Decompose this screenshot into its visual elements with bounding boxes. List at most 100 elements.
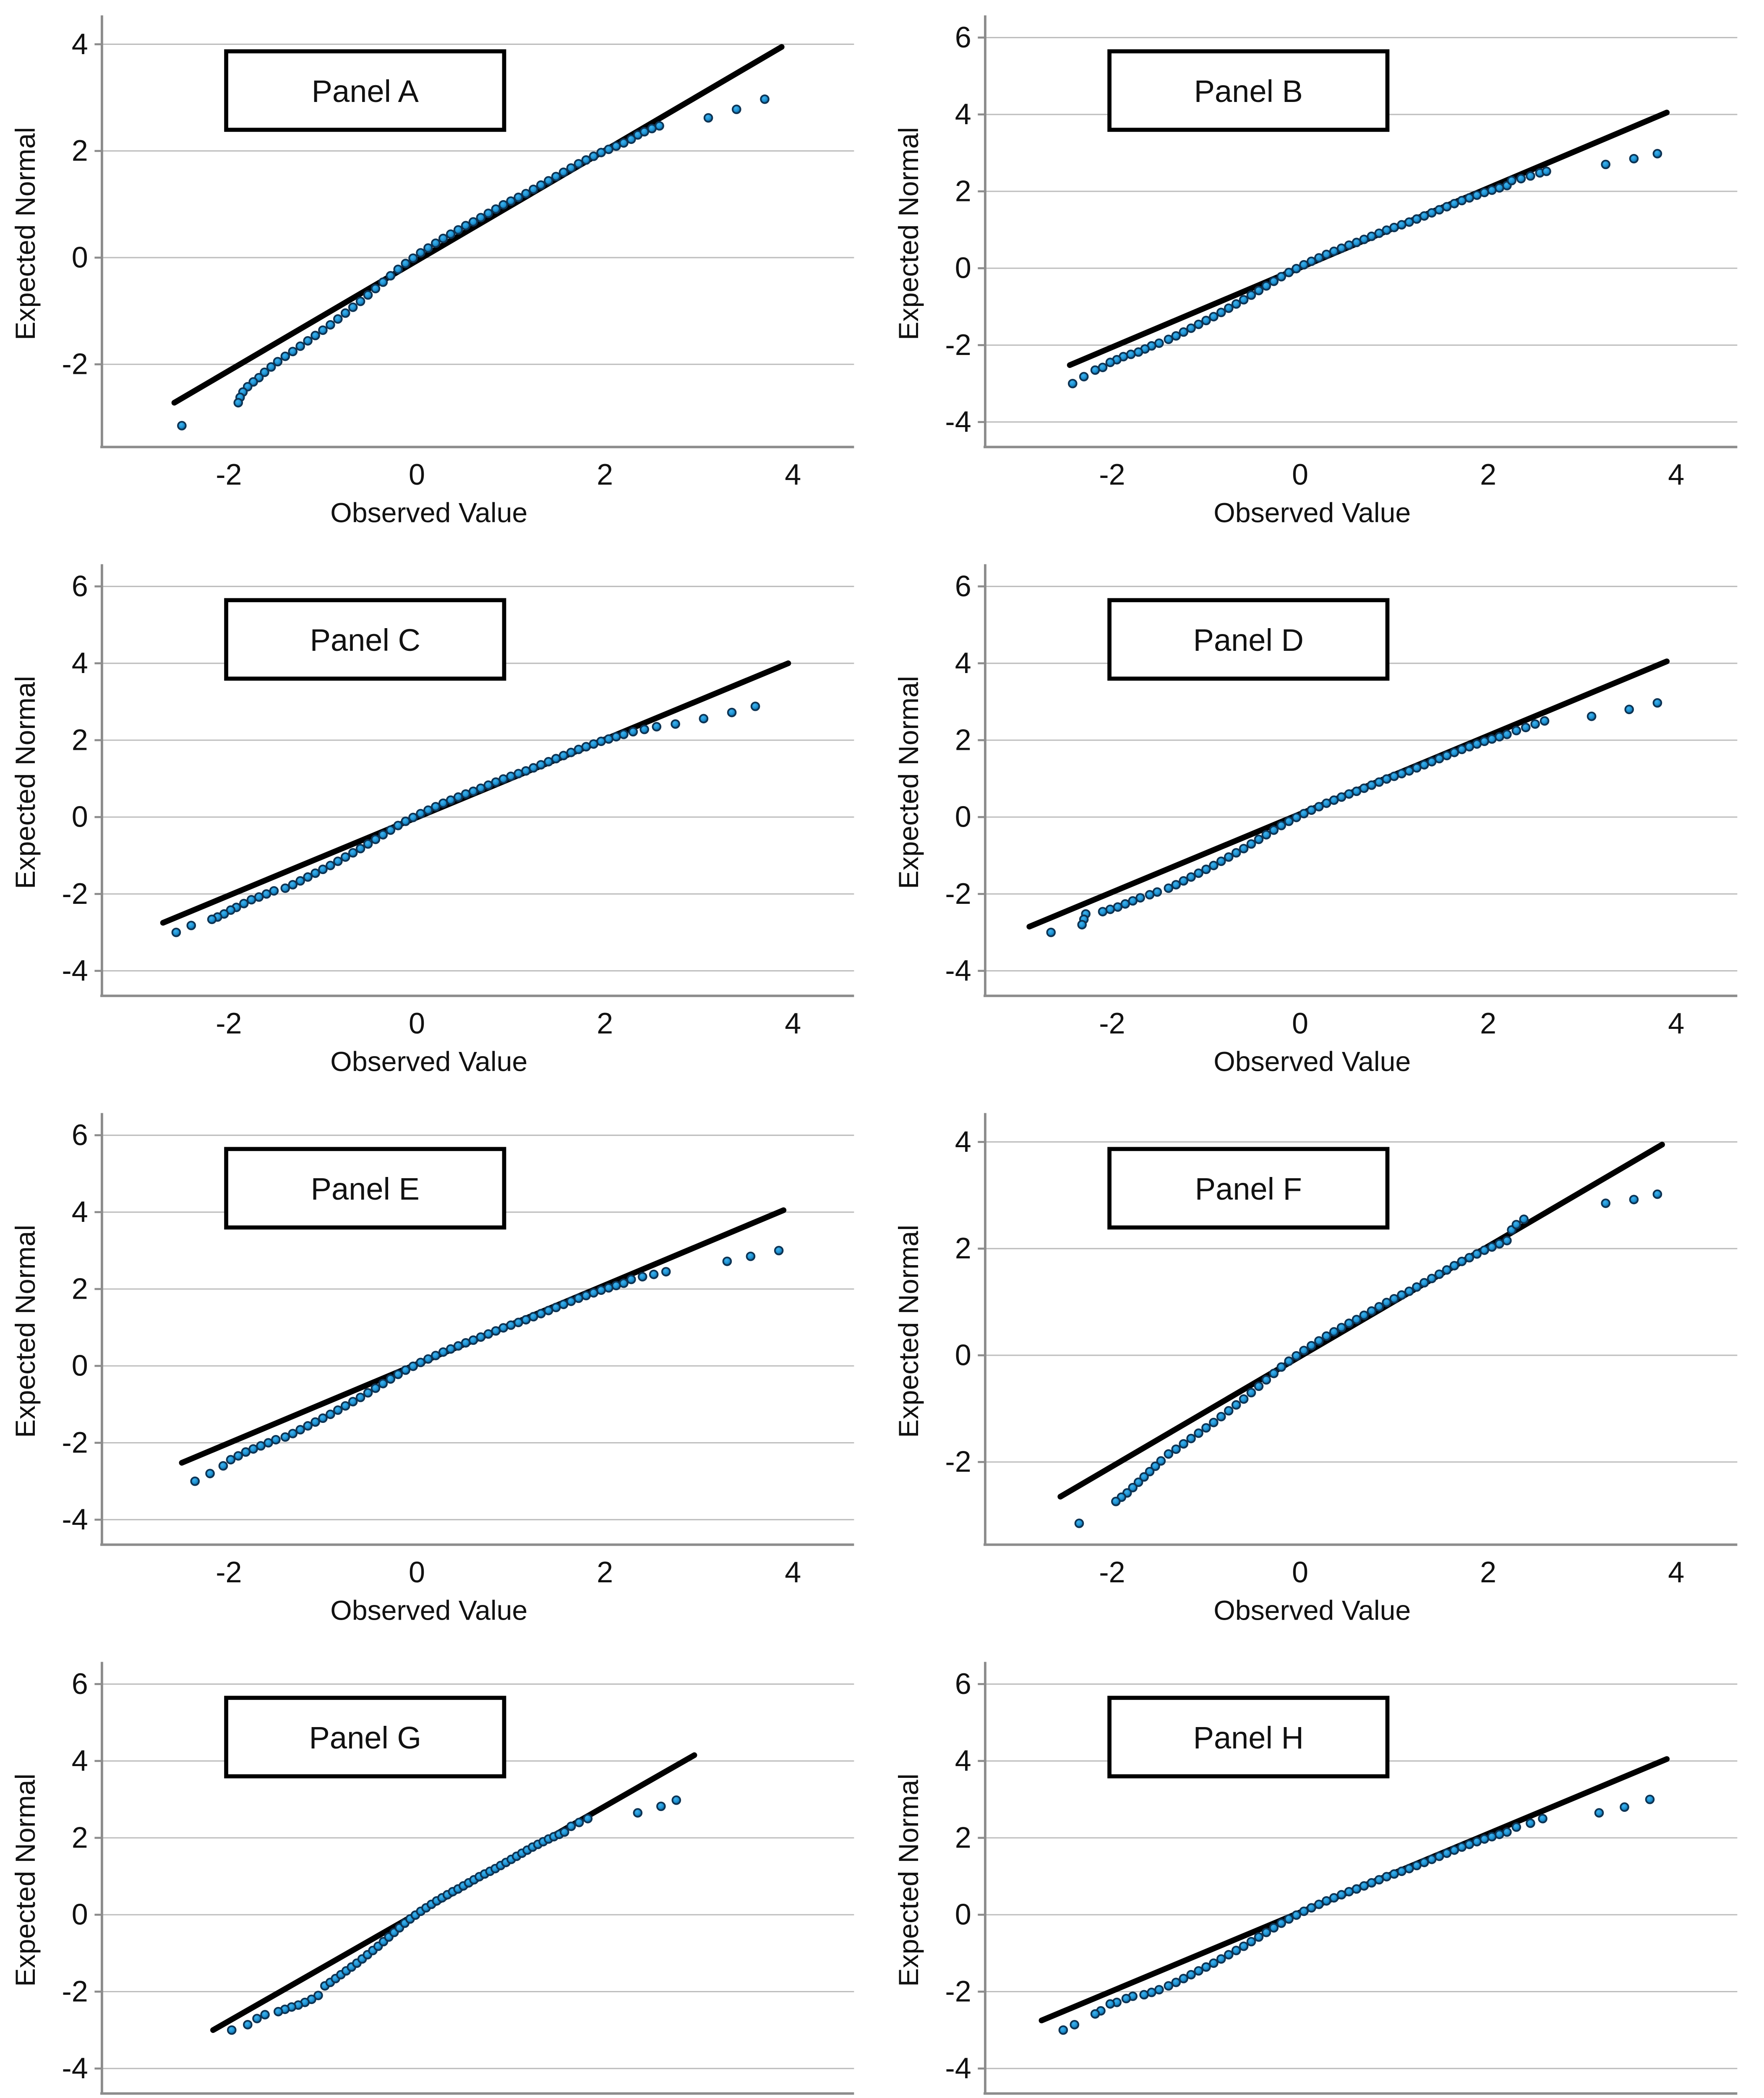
y-tick-label: 6 [955,21,971,54]
data-point [1247,1388,1256,1398]
data-point [1382,774,1392,784]
data-point [340,308,350,318]
data-point [596,148,606,157]
y-tick-label: -2 [945,877,971,910]
panel-d: -4 -2 0 2 4 6 -2 0 2 4 Observed Value Expected Norm… [889,558,1748,1073]
x-tick-label: 2 [1480,458,1497,491]
data-point [1126,350,1136,359]
data-point [589,739,598,749]
data-point [340,852,350,862]
data-point [1307,1903,1317,1913]
data-point [1186,323,1196,333]
data-point [1179,1974,1189,1983]
data-point [1374,777,1384,787]
y-tick-label: 2 [71,1273,88,1305]
data-point [1254,835,1264,844]
data-point [1495,732,1505,742]
data-point [1179,327,1189,337]
data-point [637,1272,647,1282]
data-point [1404,217,1414,227]
data-point [543,757,553,767]
data-point [1269,1923,1279,1933]
y-tick-label: 4 [71,647,88,679]
data-point [1106,357,1115,368]
data-point [371,284,380,294]
data-point [1216,1412,1226,1422]
data-point [1077,920,1087,930]
data-point [288,347,297,357]
data-point [318,1413,328,1423]
x-tick-label: -2 [1099,1556,1125,1589]
data-point [190,1476,200,1486]
data-point [1487,734,1497,744]
data-point [1098,363,1108,372]
y-tick-label: -4 [62,954,88,987]
y-tick-label: 4 [955,98,971,130]
x-tick-label: 0 [409,1007,425,1040]
data-point [295,1425,305,1435]
data-point [355,844,365,853]
data-point [1472,1837,1482,1847]
data-point [1344,1318,1354,1328]
data-point [1450,1261,1459,1271]
data-point [438,1347,448,1357]
data-point [1098,907,1108,917]
data-point [1154,338,1164,348]
data-point [1382,225,1392,235]
data-point [1538,1814,1548,1824]
data-point [574,159,583,169]
data-point [628,727,638,737]
data-point [1397,220,1407,230]
data-point [1507,176,1517,185]
data-point [400,258,410,269]
data-point [1322,1896,1331,1906]
data-point [1276,821,1286,830]
data-point [611,141,621,151]
data-point [1511,1220,1521,1229]
data-point [1153,887,1162,897]
y-tick-label: 2 [955,1821,971,1854]
data-point [269,886,279,896]
data-point [1389,771,1399,781]
data-point [348,302,358,312]
data-point [1526,171,1536,181]
data-point [263,1438,273,1448]
data-point [774,1246,784,1255]
data-point [1526,1819,1536,1828]
data-point [476,783,485,793]
y-tick-label: -2 [945,1975,971,2008]
data-point [1232,848,1241,858]
data-point [1502,730,1512,739]
data-point [1269,277,1279,286]
x-tick-label: 4 [1668,458,1685,491]
data-point [252,2014,262,2024]
data-point [1164,1981,1174,1991]
data-point [1519,1214,1529,1224]
data-point [491,204,501,214]
data-point [273,357,282,367]
data-point [227,2025,237,2035]
y-tick-label: 2 [955,1232,971,1265]
data-point [415,809,425,819]
x-axis-title: Observed Value [330,498,527,525]
data-point [1352,237,1362,248]
data-point [333,314,343,324]
data-point [310,1417,320,1427]
data-point [1442,1265,1452,1275]
data-point [699,714,708,724]
data-point [1224,852,1234,862]
x-tick-label: 4 [1668,1556,1685,1589]
data-point [506,196,516,206]
data-point [1442,202,1452,211]
data-point [1307,256,1317,266]
data-point [1106,1999,1115,2009]
y-tick-label: 4 [955,647,971,679]
data-point [1171,1444,1181,1454]
data-point [248,1444,258,1454]
data-point [1201,316,1211,326]
data-point [513,193,523,202]
data-point [1254,1932,1264,1942]
data-point [1495,183,1505,193]
